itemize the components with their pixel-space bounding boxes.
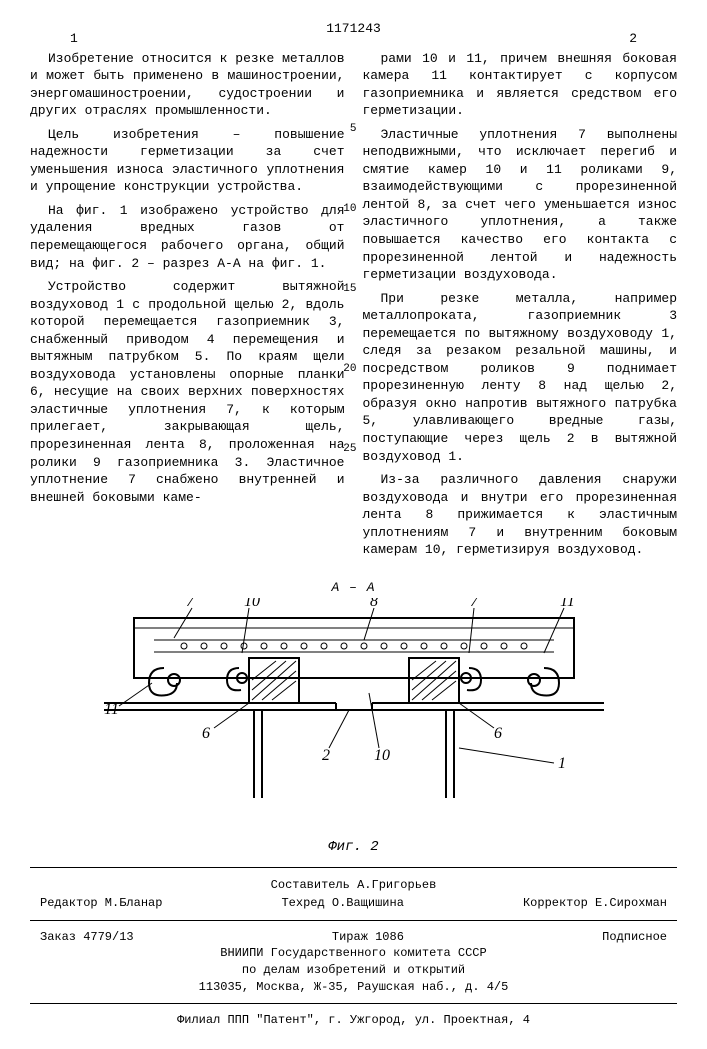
credits-block: Составитель А.Григорьев Редактор М.Блана…	[30, 876, 677, 912]
callout: 10	[244, 598, 260, 610]
footer-line: Филиал ППП "Патент", г. Ужгород, ул. Про…	[30, 1012, 677, 1029]
column-right: 2 рами 10 и 11, причем внешняя боковая к…	[363, 50, 678, 565]
tech-editor: Техред О.Ващишина	[281, 894, 403, 912]
publisher-address: ВНИИПИ Государственного комитета СССР по…	[30, 945, 677, 995]
callout: 10	[374, 747, 390, 764]
address-line: 113035, Москва, Ж-35, Раушская наб., д. …	[30, 979, 677, 996]
callout: 7	[470, 598, 479, 610]
paragraph: Цель изобретения – повышение надежности …	[30, 126, 345, 196]
order-number: Заказ 4779/13	[40, 929, 134, 945]
figure-caption: Фиг. 2	[74, 838, 634, 857]
paragraph: Устройство содержит вытяжной воздуховод …	[30, 278, 345, 506]
callout: 2	[322, 747, 330, 764]
page: 1171243 1 5 10 15 20 25 Изобретение отно…	[0, 0, 707, 1049]
section-label: А – А	[74, 579, 634, 597]
corrector: Корректор Е.Сирохман	[523, 894, 667, 912]
text-columns: 1 5 10 15 20 25 Изобретение относится к …	[30, 50, 677, 565]
page-number-right: 2	[629, 30, 637, 48]
callout: 1	[558, 755, 566, 772]
callout: 11	[104, 701, 119, 718]
subscription: Подписное	[602, 929, 667, 945]
order-row: Заказ 4779/13 Тираж 1086 Подписное	[30, 929, 677, 945]
separator	[30, 920, 677, 921]
paragraph: рами 10 и 11, причем внешняя боковая кам…	[363, 50, 678, 120]
separator	[30, 1003, 677, 1004]
line-number: 10	[343, 202, 356, 217]
figure-svg: 7 10 8 7 11 11 6 6 2 10 1	[74, 598, 634, 828]
paragraph: Из-за различного давления снаружи воздух…	[363, 471, 678, 559]
callout: 6	[202, 725, 210, 742]
separator	[30, 867, 677, 868]
line-number: 15	[343, 282, 356, 297]
callout: 6	[494, 725, 502, 742]
figure-2: А – А	[74, 579, 634, 857]
callout: 11	[560, 598, 575, 610]
column-left: 1 5 10 15 20 25 Изобретение относится к …	[30, 50, 345, 565]
document-number: 1171243	[30, 20, 677, 38]
callout: 8	[370, 598, 378, 610]
line-number: 25	[343, 442, 356, 457]
editor: Редактор М.Бланар	[40, 894, 162, 912]
print-run: Тираж 1086	[332, 929, 404, 945]
line-number: 20	[343, 362, 356, 377]
line-number: 5	[350, 122, 357, 137]
paragraph: Эластичные уплотнения 7 выполнены неподв…	[363, 126, 678, 284]
address-line: по делам изобретений и открытий	[30, 962, 677, 979]
compiler: Составитель А.Григорьев	[30, 876, 677, 894]
address-line: ВНИИПИ Государственного комитета СССР	[30, 945, 677, 962]
paragraph: При резке металла, например металлопрока…	[363, 290, 678, 465]
page-number-left: 1	[70, 30, 78, 48]
paragraph: Изобретение относится к резке металлов и…	[30, 50, 345, 120]
paragraph: На фиг. 1 изображено устройство для удал…	[30, 202, 345, 272]
callout: 7	[186, 598, 195, 610]
